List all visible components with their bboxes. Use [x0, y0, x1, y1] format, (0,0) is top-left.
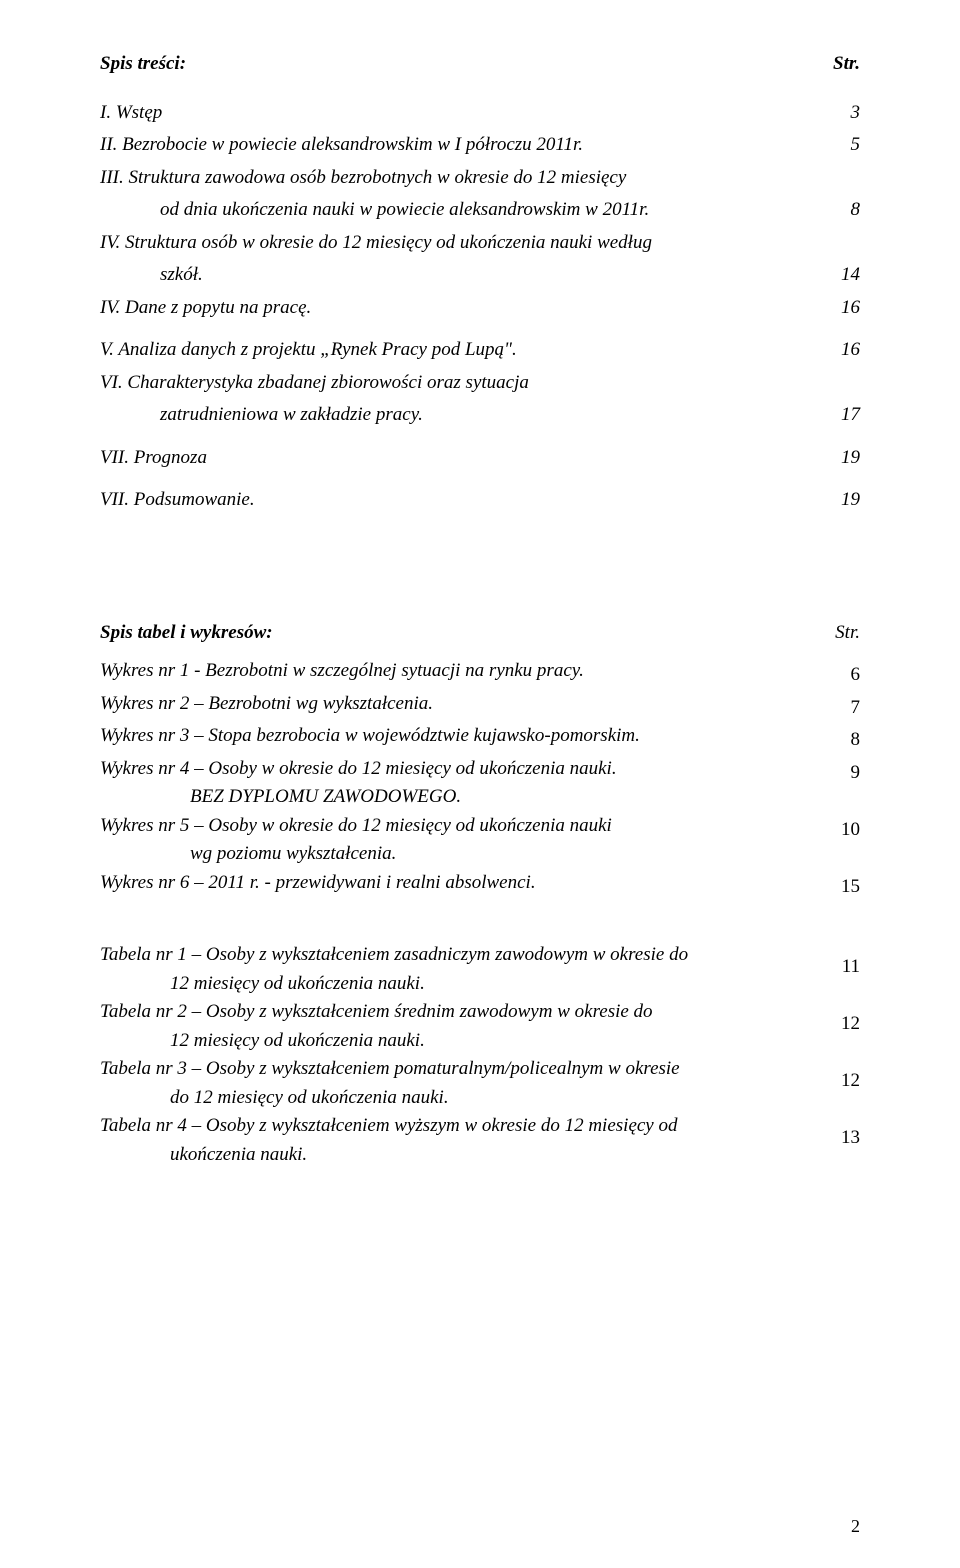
- toc-label: I. Wstęp: [100, 99, 820, 128]
- wykres-page: 8: [820, 722, 860, 755]
- wykres-row: Wykres nr 4 – Osoby w okresie do 12 mies…: [100, 755, 860, 812]
- toc-label: IV. Dane z popytu na pracę.: [100, 294, 820, 323]
- wykres-page: 15: [820, 869, 860, 902]
- toc-label: VII. Podsumowanie.: [100, 486, 820, 515]
- toc-row: szkół.14: [100, 261, 860, 290]
- tabela-row: Tabela nr 1 – Osoby z wykształceniem zas…: [100, 941, 860, 998]
- toc-label: IV. Struktura osób w okresie do 12 miesi…: [100, 229, 820, 258]
- toc-label: zatrudnieniowa w zakładzie pracy.: [100, 401, 820, 430]
- toc-row: IV. Dane z popytu na pracę.16: [100, 294, 860, 323]
- tabela-row: Tabela nr 2 – Osoby z wykształceniem śre…: [100, 998, 860, 1055]
- tabela-page: 12: [820, 1055, 860, 1096]
- toc-list: I. Wstęp3II. Bezrobocie w powiecie aleks…: [100, 99, 860, 515]
- toc-header-left: Spis treści:: [100, 50, 186, 79]
- toc-row: zatrudnieniowa w zakładzie pracy.17: [100, 401, 860, 430]
- wykres-page: 10: [820, 812, 860, 845]
- toc-page: 16: [820, 336, 860, 365]
- list2-header: Spis tabel i wykresów: Str.: [100, 619, 860, 648]
- page-number: 2: [851, 1513, 860, 1540]
- tabela-page: 13: [820, 1112, 860, 1153]
- tabela-page: 12: [820, 998, 860, 1039]
- tabela-page: 11: [820, 941, 860, 982]
- toc-label: szkół.: [100, 261, 820, 290]
- toc-page: 5: [820, 131, 860, 160]
- toc-page: 8: [820, 196, 860, 225]
- list2-header-right: Str.: [835, 619, 860, 648]
- wykres-label: Wykres nr 6 – 2011 r. - przewidywani i r…: [100, 869, 820, 898]
- toc-row: IV. Struktura osób w okresie do 12 miesi…: [100, 229, 860, 258]
- toc-page: 14: [820, 261, 860, 290]
- tabela-label: Tabela nr 3 – Osoby z wykształceniem pom…: [100, 1055, 820, 1112]
- tabela-label: Tabela nr 1 – Osoby z wykształceniem zas…: [100, 941, 820, 998]
- toc-label: VII. Prognoza: [100, 444, 820, 473]
- toc-label: V. Analiza danych z projektu „Rynek Prac…: [100, 336, 820, 365]
- tabela-row: Tabela nr 4 – Osoby z wykształceniem wyż…: [100, 1112, 860, 1169]
- tabela-label: Tabela nr 2 – Osoby z wykształceniem śre…: [100, 998, 820, 1055]
- wykres-row: Wykres nr 3 – Stopa bezrobocia w wojewód…: [100, 722, 860, 755]
- gap: [100, 901, 860, 941]
- toc-label: II. Bezrobocie w powiecie aleksandrowski…: [100, 131, 820, 160]
- toc-row: II. Bezrobocie w powiecie aleksandrowski…: [100, 131, 860, 160]
- wykres-label: Wykres nr 2 – Bezrobotni wg wykształceni…: [100, 690, 820, 719]
- tabela-row: Tabela nr 3 – Osoby z wykształceniem pom…: [100, 1055, 860, 1112]
- section-gap: [100, 519, 860, 619]
- page: Spis treści: Str. I. Wstęp3II. Bezroboci…: [0, 0, 960, 1568]
- wykresy-list: Wykres nr 1 - Bezrobotni w szczególnej s…: [100, 657, 860, 901]
- wykres-page: 7: [820, 690, 860, 723]
- toc-page: 19: [820, 444, 860, 473]
- list2-header-left: Spis tabel i wykresów:: [100, 619, 273, 648]
- wykres-label: Wykres nr 4 – Osoby w okresie do 12 mies…: [100, 755, 820, 812]
- toc-page: 17: [820, 401, 860, 430]
- wykres-label: Wykres nr 1 - Bezrobotni w szczególnej s…: [100, 657, 820, 686]
- tabele-list: Tabela nr 1 – Osoby z wykształceniem zas…: [100, 941, 860, 1169]
- tabela-label: Tabela nr 4 – Osoby z wykształceniem wyż…: [100, 1112, 820, 1169]
- toc-page: 3: [820, 99, 860, 128]
- toc-page: 19: [820, 486, 860, 515]
- wykres-row: Wykres nr 5 – Osoby w okresie do 12 mies…: [100, 812, 860, 869]
- wykres-row: Wykres nr 6 – 2011 r. - przewidywani i r…: [100, 869, 860, 902]
- toc-row: V. Analiza danych z projektu „Rynek Prac…: [100, 336, 860, 365]
- toc-label: VI. Charakterystyka zbadanej zbiorowości…: [100, 369, 820, 398]
- wykres-label: Wykres nr 5 – Osoby w okresie do 12 mies…: [100, 812, 820, 869]
- toc-label: od dnia ukończenia nauki w powiecie alek…: [100, 196, 820, 225]
- wykres-page: 6: [820, 657, 860, 690]
- toc-row: III. Struktura zawodowa osób bezrobotnyc…: [100, 164, 860, 193]
- toc-header: Spis treści: Str.: [100, 50, 860, 79]
- wykres-row: Wykres nr 1 - Bezrobotni w szczególnej s…: [100, 657, 860, 690]
- toc-label: III. Struktura zawodowa osób bezrobotnyc…: [100, 164, 820, 193]
- wykres-page: 9: [820, 755, 860, 788]
- toc-row: VII. Prognoza19: [100, 444, 860, 473]
- toc-header-right: Str.: [833, 50, 860, 79]
- toc-row: od dnia ukończenia nauki w powiecie alek…: [100, 196, 860, 225]
- toc-row: VI. Charakterystyka zbadanej zbiorowości…: [100, 369, 860, 398]
- wykres-row: Wykres nr 2 – Bezrobotni wg wykształceni…: [100, 690, 860, 723]
- toc-page: 16: [820, 294, 860, 323]
- toc-row: VII. Podsumowanie.19: [100, 486, 860, 515]
- toc-row: I. Wstęp3: [100, 99, 860, 128]
- wykres-label: Wykres nr 3 – Stopa bezrobocia w wojewód…: [100, 722, 820, 751]
